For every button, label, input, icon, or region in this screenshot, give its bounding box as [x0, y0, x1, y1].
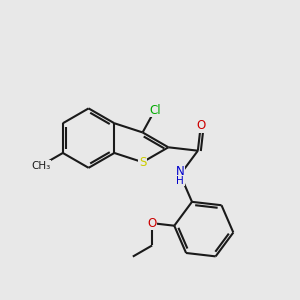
Text: N: N [176, 164, 184, 178]
Text: Cl: Cl [149, 104, 160, 117]
Text: O: O [148, 217, 157, 230]
Text: O: O [196, 119, 206, 132]
Text: S: S [139, 156, 146, 169]
Text: H: H [176, 176, 184, 185]
Text: CH₃: CH₃ [31, 160, 51, 171]
